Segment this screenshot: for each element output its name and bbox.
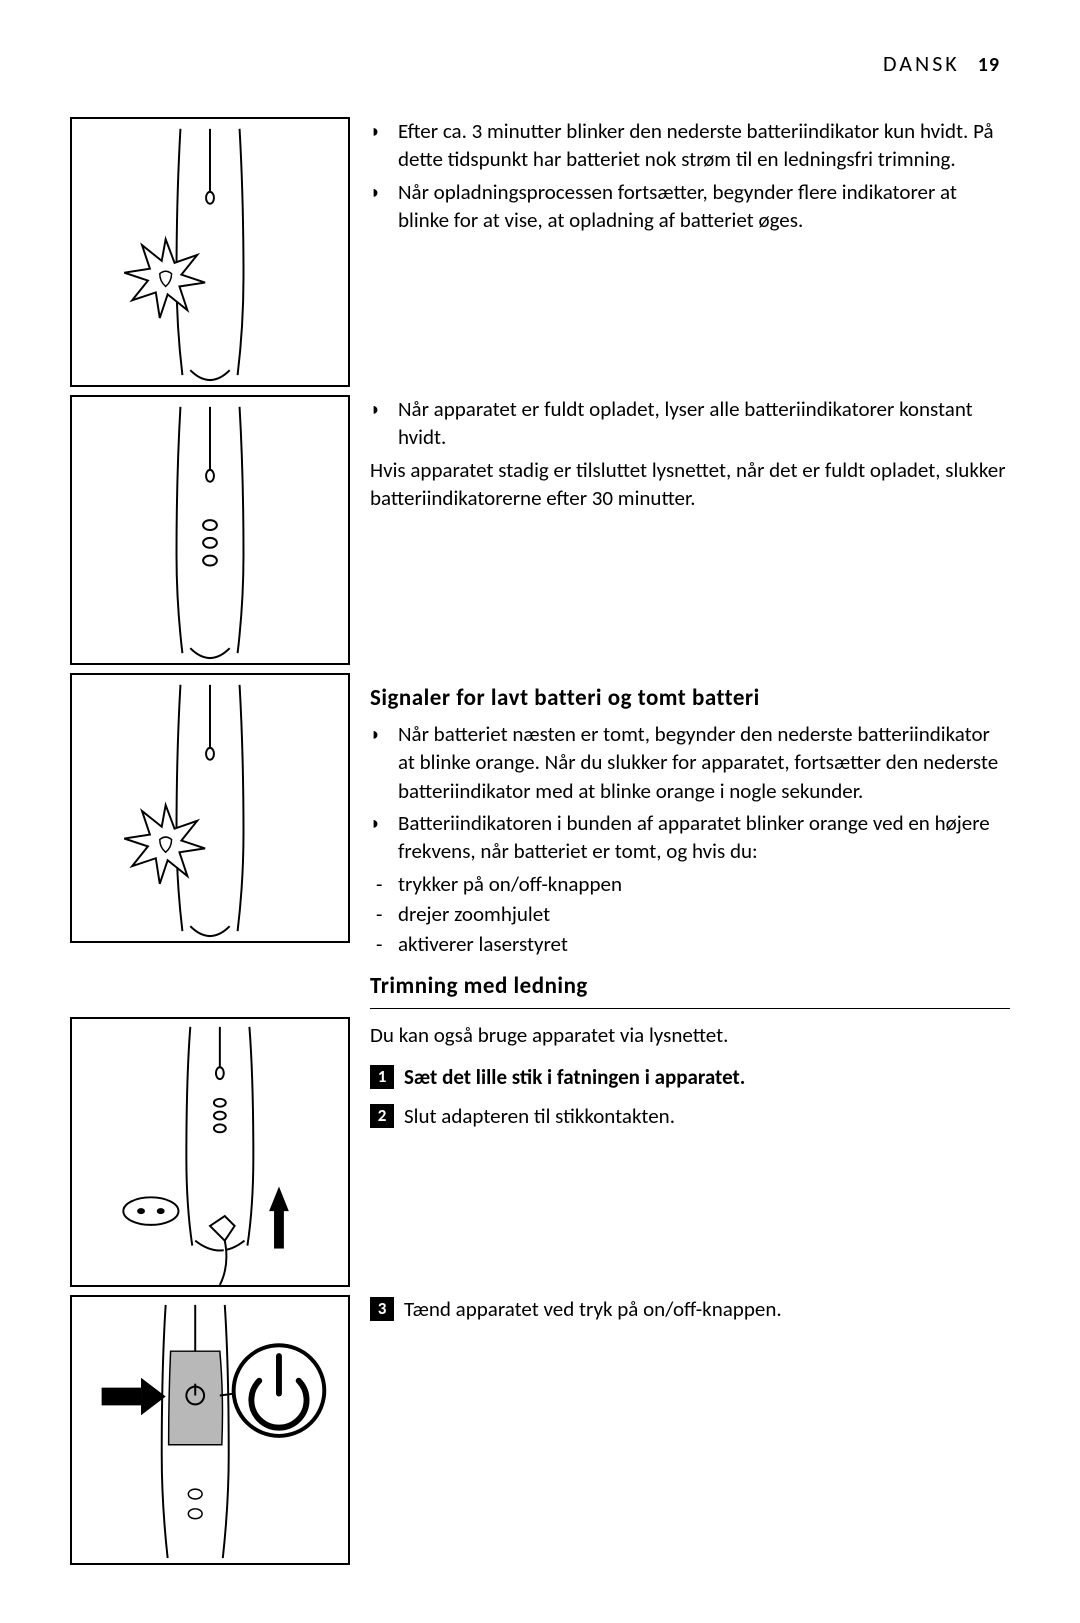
divider [370, 1008, 1010, 1009]
step-text: Tænd apparatet ved tryk på on/off-knappe… [404, 1296, 782, 1322]
step-text: Slut adapteren til stikkontakten. [404, 1103, 675, 1129]
step-number-icon: 2 [370, 1104, 394, 1128]
step-list: 1 Sæt det lille stik i fatningen i appar… [370, 1063, 1010, 1130]
bullet-item: Efter ca. 3 minutter blinker den nederst… [398, 117, 1010, 174]
step-item: 1 Sæt det lille stik i fatningen i appar… [370, 1063, 1010, 1091]
step-item: 3 Tænd apparatet ved tryk på on/off-knap… [370, 1295, 1010, 1323]
step-list-3: 3 Tænd apparatet ved tryk på on/off-knap… [370, 1295, 1010, 1323]
step-item: 2 Slut adapteren til stikkontakten. [370, 1102, 1010, 1130]
body-text: Hvis apparatet stadig er tilsluttet lysn… [370, 456, 1010, 513]
step-number-icon: 1 [370, 1065, 394, 1089]
bullet-item: Når apparatet er fuldt opladet, lyser al… [398, 395, 1010, 452]
page-number: 19 [978, 53, 1000, 77]
heading-low-battery: Signaler for lavt batteri og tomt batter… [370, 683, 1010, 714]
bullet-list-3: Når batteriet næsten er tomt, begynder d… [370, 720, 1010, 866]
step-text: Sæt det lille stik i fatningen i apparat… [404, 1064, 745, 1090]
bullet-list-2: Når apparatet er fuldt opladet, lyser al… [370, 395, 1010, 452]
bullet-list-1: Efter ca. 3 minutter blinker den nederst… [370, 117, 1010, 234]
bullet-item: Når batteriet næsten er tomt, begynder d… [398, 720, 1010, 805]
step-number-icon: 3 [370, 1297, 394, 1321]
bullet-item: Når opladningsprocessen fortsætter, begy… [398, 178, 1010, 235]
page: DANSK 19 [0, 0, 1080, 1623]
row-corded-steps: Du kan også bruge apparatet via lysnette… [70, 1017, 1010, 1287]
language-label: DANSK [883, 50, 960, 77]
dash-item: trykker på on/off-knappen [398, 870, 1010, 898]
figure-power-on [70, 1295, 350, 1565]
row-power-on: 3 Tænd apparatet ved tryk på on/off-knap… [70, 1295, 1010, 1565]
heading-corded: Trimning med ledning [370, 971, 1010, 1002]
intro-corded: Du kan også bruge apparatet via lysnette… [370, 1021, 1010, 1049]
figure-plug-in [70, 1017, 350, 1287]
figure-low-battery [70, 673, 350, 943]
figure-fully-charged [70, 395, 350, 665]
section-corded: Trimning med ledning [370, 971, 1010, 1009]
row-charging-start: Efter ca. 3 minutter blinker den nederst… [70, 117, 1010, 387]
figure-charging-blink [70, 117, 350, 387]
dash-list: trykker på on/off-knappen drejer zoomhju… [370, 870, 1010, 959]
row-fully-charged: Når apparatet er fuldt opladet, lyser al… [70, 395, 1010, 665]
page-header: DANSK 19 [70, 50, 1010, 77]
row-low-battery: Signaler for lavt batteri og tomt batter… [70, 673, 1010, 961]
bullet-item: Batteriindikatoren i bunden af apparatet… [398, 809, 1010, 866]
dash-item: aktiverer laserstyret [398, 930, 1010, 958]
dash-item: drejer zoomhjulet [398, 900, 1010, 928]
